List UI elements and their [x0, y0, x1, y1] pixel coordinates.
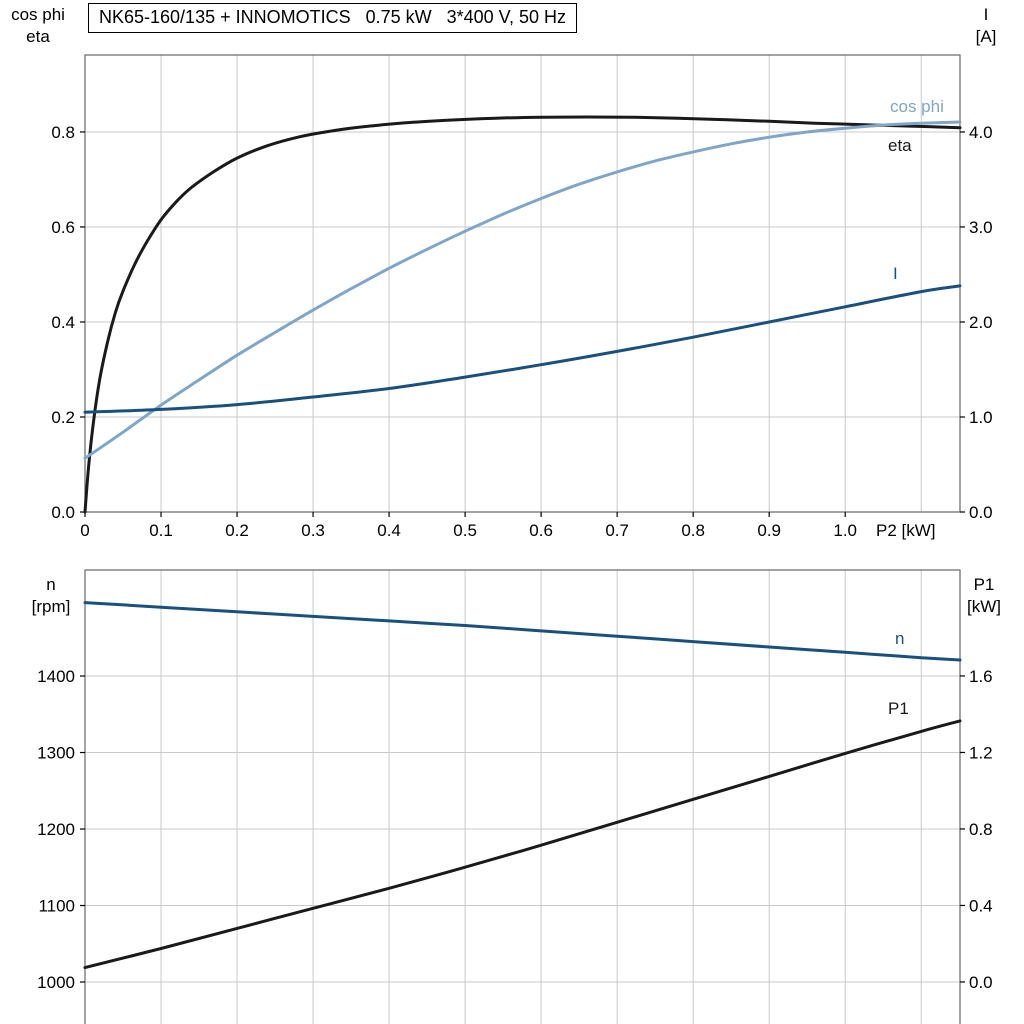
right-tick-label: 3.0 — [969, 218, 993, 237]
bottom-left-axis-title: n [rpm] — [20, 574, 82, 618]
top-left-axis-title-line1: cos phi — [11, 5, 65, 24]
x-tick-label: 0.4 — [377, 521, 401, 540]
x-tick-label: 0 — [80, 521, 89, 540]
series-label-eta: eta — [888, 136, 912, 155]
top-right-axis-title-line2: [A] — [975, 27, 997, 46]
top-left-axis-title: cos phi eta — [4, 4, 72, 48]
series-cos-phi — [83, 120, 962, 460]
series-eta — [83, 115, 962, 514]
left-tick-label: 1000 — [37, 973, 75, 992]
x-tick-label: 0.8 — [681, 521, 705, 540]
series-label-current: I — [893, 264, 898, 283]
bottom-left-axis-title-line1: n — [46, 575, 56, 594]
x-tick-label: 0.9 — [757, 521, 781, 540]
x-tick-label: 0.3 — [301, 521, 325, 540]
right-tick-label: 1.2 — [969, 743, 993, 762]
x-tick-label: 1.0 — [833, 521, 857, 540]
top-right-axis-title-line1: I — [983, 5, 989, 24]
top-right-axis-title: I [A] — [960, 4, 1012, 48]
x-tick-label: 0.6 — [529, 521, 553, 540]
x-tick-label: 0.2 — [225, 521, 249, 540]
series-label-cos-phi: cos phi — [890, 97, 944, 116]
right-tick-label: 1.0 — [969, 408, 993, 427]
plot-frame — [84, 569, 961, 1024]
bottom-right-axis-title-line1: P1 — [973, 575, 995, 594]
series-speed — [83, 601, 962, 662]
x-tick-label: 0.1 — [149, 521, 173, 540]
top-left-axis-title-line2: eta — [26, 27, 50, 46]
series-p1 — [83, 719, 962, 970]
left-tick-label: 0.0 — [51, 503, 75, 522]
bottom-left-axis-title-line2: [rpm] — [31, 597, 71, 616]
x-axis-title: P2 [kW] — [876, 521, 936, 540]
series-label-speed: n — [895, 629, 904, 648]
right-tick-label: 2.0 — [969, 313, 993, 332]
series-current — [83, 284, 962, 414]
right-tick-label: 4.0 — [969, 123, 993, 142]
left-tick-label: 1400 — [37, 667, 75, 686]
bottom-right-axis-title: P1 [kW] — [956, 574, 1012, 618]
left-tick-label: 1200 — [37, 820, 75, 839]
left-tick-label: 0.6 — [51, 218, 75, 237]
right-tick-label: 0.8 — [969, 820, 993, 839]
plot-frame — [84, 54, 961, 513]
left-tick-label: 1300 — [37, 744, 75, 763]
right-tick-label: 0.0 — [969, 503, 993, 522]
series-label-p1: P1 — [888, 699, 909, 718]
left-tick-label: 0.4 — [51, 313, 75, 332]
right-tick-label: 0.4 — [969, 896, 993, 915]
right-tick-label: 1.6 — [969, 667, 993, 686]
left-tick-label: 1100 — [38, 897, 75, 916]
x-tick-label: 0.7 — [605, 521, 629, 540]
x-tick-label: 0.5 — [453, 521, 477, 540]
chart-title: NK65-160/135 + INNOMOTICS 0.75 kW 3*400 … — [88, 3, 578, 33]
left-tick-label: 0.2 — [51, 408, 75, 427]
right-tick-label: 0.0 — [969, 973, 993, 992]
left-tick-label: 0.8 — [51, 123, 75, 142]
bottom-right-axis-title-line2: [kW] — [967, 597, 1001, 616]
